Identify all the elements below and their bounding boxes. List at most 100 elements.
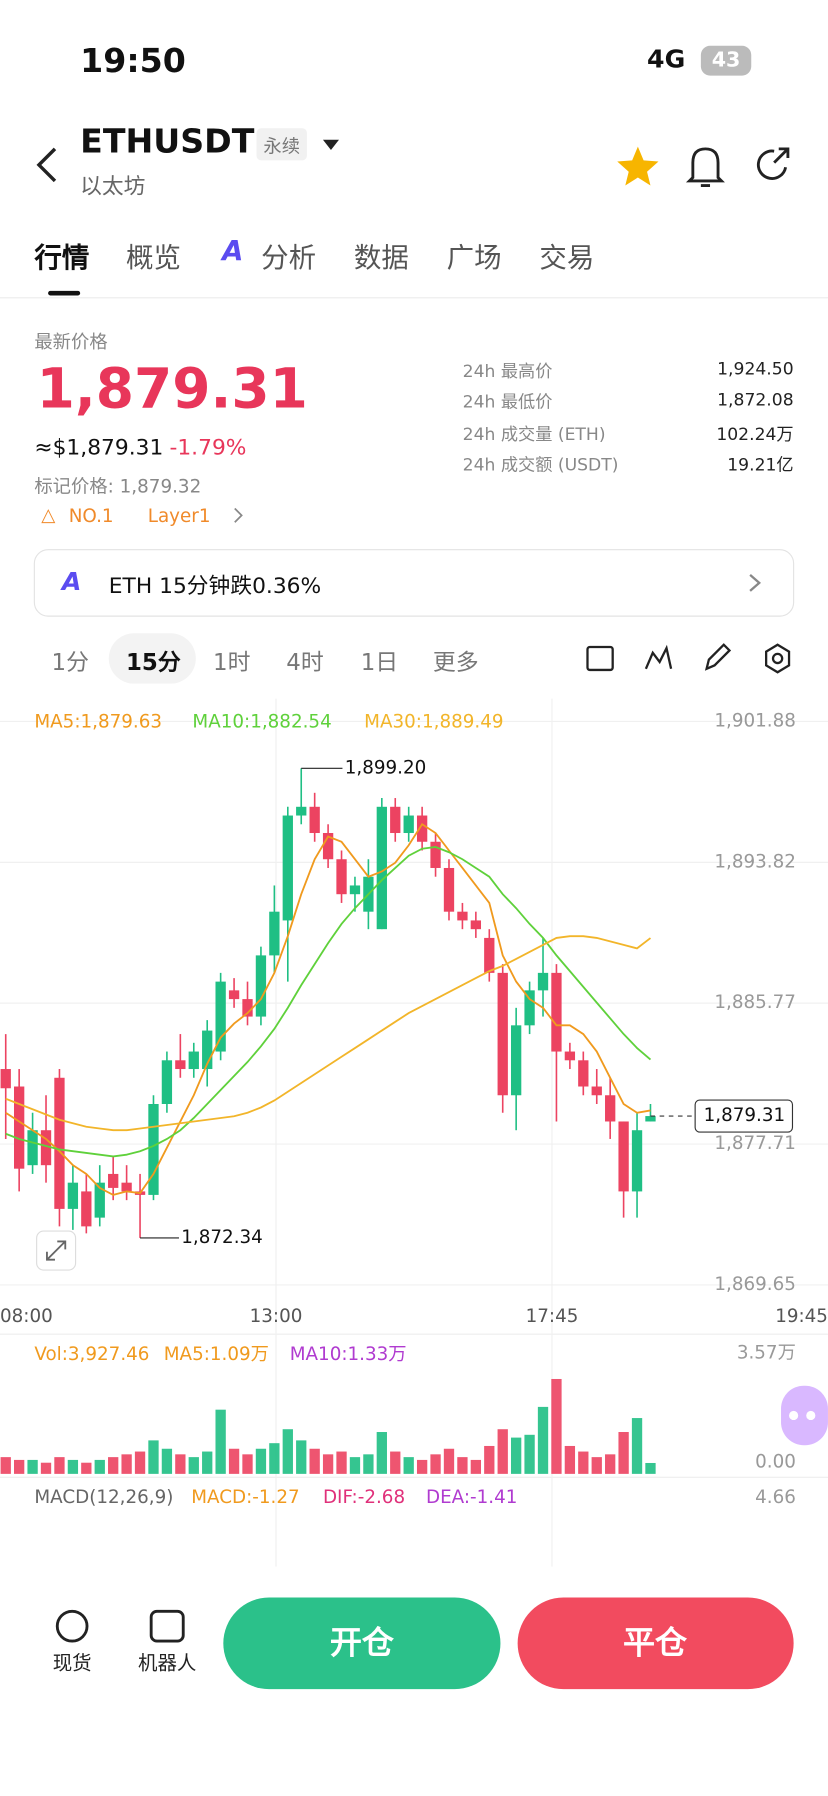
stat-value: 102.24万 xyxy=(716,423,794,445)
volume-bar xyxy=(228,1448,240,1474)
candle-body xyxy=(309,806,320,834)
close-button[interactable] xyxy=(517,1597,794,1690)
price-label: 最新价格 xyxy=(34,330,108,353)
volume-bar xyxy=(470,1459,482,1474)
rank-tag[interactable]: NO.1 xyxy=(68,505,114,527)
stat-label: 24h 成交量 (ETH) xyxy=(462,423,606,445)
volume-bar xyxy=(564,1445,576,1474)
tab[interactable]: 分析 xyxy=(261,241,317,274)
chevron xyxy=(234,507,243,523)
volume-bar xyxy=(591,1457,602,1474)
ma-line xyxy=(5,846,652,1158)
price-change: -1.79% xyxy=(169,435,247,461)
macd-tick-label: 4.66 xyxy=(755,1487,796,1508)
volume-bar xyxy=(457,1457,468,1474)
volume-bar xyxy=(578,1451,589,1474)
volume-bar xyxy=(67,1459,79,1474)
candle-body xyxy=(148,1103,159,1195)
volume-bar xyxy=(631,1418,643,1474)
volume-bar xyxy=(605,1454,616,1474)
volume-bar xyxy=(645,1462,656,1474)
share-icon[interactable] xyxy=(756,147,790,180)
candle-body xyxy=(403,815,414,834)
ma-legend: MA5:1,879.63 xyxy=(34,712,162,733)
volume-bar xyxy=(161,1448,173,1474)
candle-body xyxy=(269,911,280,956)
dropdown-icon[interactable] xyxy=(322,139,339,151)
interval[interactable]: 更多 xyxy=(432,648,479,676)
volume-tick-label: 0.00 xyxy=(755,1451,796,1472)
candle-body xyxy=(27,1130,38,1166)
candle-body xyxy=(0,1069,11,1089)
tab[interactable]: 行情 xyxy=(34,241,90,274)
volume-bar xyxy=(94,1459,105,1474)
tab[interactable]: 交易 xyxy=(539,241,595,274)
bell-icon[interactable] xyxy=(685,147,725,187)
sector-tag[interactable]: Layer1 xyxy=(147,505,211,527)
ai-banner-text[interactable]: ETH 15分钟跌0.36% xyxy=(108,573,322,599)
contract-tag: 永续 xyxy=(256,128,307,161)
candle-body xyxy=(296,806,307,816)
volume-bar xyxy=(108,1457,119,1474)
volume-bar xyxy=(54,1457,65,1474)
status-time: 19:50 xyxy=(80,41,186,81)
tab[interactable]: 数据 xyxy=(353,241,409,274)
stat-value: 1,872.08 xyxy=(717,389,794,410)
volume-bar xyxy=(497,1429,508,1474)
status-battery: 43 xyxy=(700,45,752,76)
asset-name: 以太坊 xyxy=(80,174,146,200)
assistant-bubble[interactable] xyxy=(781,1385,828,1446)
spot-icon[interactable] xyxy=(55,1609,89,1643)
candle-body xyxy=(551,972,562,1052)
stat-label: 24h 成交额 (USDT) xyxy=(462,454,619,476)
volume-legend: MA5:1.09万 xyxy=(164,1344,269,1365)
interval[interactable]: 15分 xyxy=(125,648,181,676)
macd-legend: MACD:-1.27 xyxy=(191,1487,299,1508)
volume-bar xyxy=(510,1437,522,1474)
stat-value: 1,924.50 xyxy=(717,358,794,380)
toolbar-icons[interactable] xyxy=(586,643,791,674)
volume-bar xyxy=(188,1457,199,1474)
volume-bar xyxy=(282,1429,293,1474)
back-icon[interactable] xyxy=(36,147,57,183)
nav-label[interactable]: 机器人 xyxy=(138,1651,196,1674)
volume-bar xyxy=(322,1454,334,1474)
candle-body xyxy=(537,972,549,991)
volume-bar xyxy=(390,1451,401,1474)
ai-icon: A xyxy=(61,568,82,597)
interval[interactable]: 1日 xyxy=(360,648,399,676)
open-button-label[interactable]: 开仓 xyxy=(330,1624,395,1662)
chevron xyxy=(749,574,762,592)
macd-legend: DEA:-1.41 xyxy=(426,1487,517,1508)
low-label: 1,872.34 xyxy=(181,1227,263,1248)
volume-bar xyxy=(215,1409,226,1474)
tab[interactable]: 广场 xyxy=(446,241,502,274)
candle-body xyxy=(618,1121,629,1192)
open-button[interactable] xyxy=(223,1597,501,1690)
candle-body xyxy=(430,841,441,868)
status-network: 4G xyxy=(647,45,686,75)
interval[interactable]: 4时 xyxy=(286,648,324,676)
volume-legend: MA10:1.33万 xyxy=(290,1344,407,1365)
ai-banner-box[interactable] xyxy=(33,549,795,617)
candle-body xyxy=(457,911,468,921)
candle-body xyxy=(108,1173,119,1188)
volume-bar xyxy=(403,1457,414,1474)
stat-value: 19.21亿 xyxy=(727,454,794,476)
robot-icon[interactable] xyxy=(149,1609,185,1643)
close-button-label[interactable]: 平仓 xyxy=(623,1624,688,1662)
ma-line xyxy=(5,823,651,1196)
candle-body xyxy=(40,1130,52,1166)
interval[interactable]: 1分 xyxy=(51,648,90,676)
volume-bar xyxy=(336,1451,347,1474)
nav-label[interactable]: 现货 xyxy=(53,1651,92,1674)
candle-body xyxy=(524,990,535,1026)
tab[interactable]: 概览 xyxy=(125,241,181,274)
ma-legend: MA30:1,889.49 xyxy=(364,712,503,733)
candle-body xyxy=(54,1077,65,1209)
star-icon[interactable] xyxy=(617,146,659,186)
interval[interactable]: 1时 xyxy=(213,648,251,676)
volume-bar xyxy=(175,1454,186,1474)
stat-label: 24h 最低价 xyxy=(462,391,553,413)
